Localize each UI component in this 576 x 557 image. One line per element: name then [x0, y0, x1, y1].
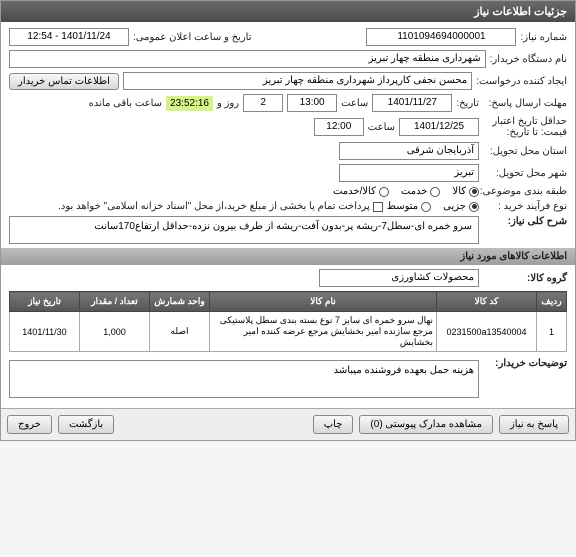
back-button[interactable]: بازگشت [58, 415, 114, 434]
purchase-medium-radio[interactable]: متوسط [387, 201, 431, 212]
cell-unit: اصله [150, 312, 210, 352]
purchase-partial-radio[interactable]: جزیی [443, 201, 479, 212]
need-description-value: سرو خمره ای-سطل7-ریشه پر-بدون آفت-ریشه ا… [9, 216, 479, 244]
reply-button[interactable]: پاسخ به نیاز [499, 415, 569, 434]
radio-off-icon [379, 187, 389, 197]
panel-title: جزئیات اطلاعات نیاز [1, 1, 575, 22]
cell-qty: 1,000 [80, 312, 150, 352]
reply-date-value: 1401/11/27 [372, 94, 452, 112]
buyer-org-label: نام دستگاه خریدار: [490, 54, 567, 65]
province-value: آذربایجان شرقی [339, 142, 479, 160]
reply-deadline-label: مهلت ارسال پاسخ: [483, 98, 567, 109]
time-label-2: ساعت [368, 122, 395, 133]
price-valid-time-value: 12:00 [314, 118, 364, 136]
col-code: کد کالا [437, 292, 537, 312]
col-date: تاریخ نیاز [10, 292, 80, 312]
buyer-org-value: شهرداری منطقه چهار تبریز [9, 50, 486, 68]
announce-datetime-label: تاریخ و ساعت اعلان عمومی: [133, 32, 252, 43]
reply-time-value: 13:00 [287, 94, 337, 112]
purchase-medium-label: متوسط [387, 201, 418, 212]
need-details-panel: جزئیات اطلاعات نیاز شماره نیاز: 11010946… [0, 0, 576, 441]
announce-datetime-value: 1401/11/24 - 12:54 [9, 28, 129, 46]
radio-on-icon [469, 202, 479, 212]
city-label: شهر محل تحویل: [483, 168, 567, 179]
col-qty: تعداد / مقدار [80, 292, 150, 312]
price-validity-label: حداقل تاریخ اعتبار قیمت: تا تاریخ: [483, 116, 567, 138]
contact-buyer-button[interactable]: اطلاعات تماس خریدار [9, 73, 119, 90]
purchase-type-radio-group: جزیی متوسط [387, 201, 479, 212]
buyer-note-value: هزینه حمل بعهده فروشنده میباشد [9, 360, 479, 398]
goods-table: ردیف کد کالا نام کالا واحد شمارش تعداد /… [9, 291, 567, 352]
province-label: استان محل تحویل: [483, 146, 567, 157]
price-validity-label-line1: حداقل تاریخ اعتبار [492, 116, 567, 127]
time-label-1: ساعت [341, 98, 368, 109]
price-valid-date-value: 1401/12/25 [399, 118, 479, 136]
cell-code: 0231500a13540004 [437, 312, 537, 352]
category-goods-service-radio[interactable]: کالا/خدمت [333, 186, 389, 197]
col-index: ردیف [537, 292, 567, 312]
col-name: نام کالا [210, 292, 437, 312]
table-row[interactable]: 1 0231500a13540004 نهال سرو خمره ای سایز… [10, 312, 567, 352]
cell-date: 1401/11/30 [10, 312, 80, 352]
category-goods-label: کالا [452, 186, 466, 197]
attachments-button[interactable]: مشاهده مدارک پیوستی (0) [359, 415, 493, 434]
category-radio-group: کالا خدمت کالا/خدمت [333, 186, 479, 197]
date-label: تاریخ: [456, 98, 479, 109]
radio-on-icon [469, 187, 479, 197]
city-value: تبریز [339, 164, 479, 182]
purchase-partial-label: جزیی [443, 201, 466, 212]
remaining-time-value: 23:52:16 [166, 96, 213, 111]
category-service-label: خدمت [401, 186, 428, 197]
col-unit: واحد شمارش [150, 292, 210, 312]
panel-body: شماره نیاز: 1101094694000001 تاریخ و ساع… [1, 22, 575, 408]
payment-note-label: پرداخت تمام یا بخشی از مبلغ خرید،از محل … [58, 201, 370, 212]
cell-index: 1 [537, 312, 567, 352]
category-goods-service-label: کالا/خدمت [333, 186, 376, 197]
days-value: 2 [243, 94, 283, 112]
requester-label: ایجاد کننده درخواست: [476, 76, 567, 87]
need-description-label: شرح کلی نیاز: [483, 216, 567, 227]
cell-name: نهال سرو خمره ای سایز 7 نوع بسته بندی سط… [210, 312, 437, 352]
radio-off-icon [421, 202, 431, 212]
remaining-label: ساعت باقی مانده [89, 98, 162, 109]
table-header-row: ردیف کد کالا نام کالا واحد شمارش تعداد /… [10, 292, 567, 312]
goods-group-value: محصولات کشاورزی [319, 269, 479, 287]
category-service-radio[interactable]: خدمت [401, 186, 441, 197]
category-label: طبقه بندی موضوعی: [483, 186, 567, 197]
goods-section-header: اطلاعات کالاهای مورد نیاز [1, 248, 575, 265]
print-button[interactable]: چاپ [313, 415, 354, 434]
buyer-note-label: توضیحات خریدار: [483, 358, 567, 369]
payment-note-checkbox[interactable]: پرداخت تمام یا بخشی از مبلغ خرید،از محل … [58, 201, 383, 212]
checkbox-icon [373, 202, 383, 212]
price-validity-label-line2: قیمت: تا تاریخ: [507, 127, 567, 138]
need-number-label: شماره نیاز: [520, 32, 567, 43]
requester-value: محسن نجفی کارپرداز شهرداری منطقه چهار تب… [123, 72, 472, 90]
footer-toolbar: پاسخ به نیاز مشاهده مدارک پیوستی (0) چاپ… [1, 408, 575, 440]
radio-off-icon [430, 187, 440, 197]
goods-group-label: گروه کالا: [483, 273, 567, 284]
category-goods-radio[interactable]: کالا [452, 186, 479, 197]
need-number-value: 1101094694000001 [366, 28, 516, 46]
purchase-type-label: نوع فرآیند خرید : [483, 201, 567, 212]
days-and-label: روز و [217, 98, 239, 109]
exit-button[interactable]: خروج [7, 415, 52, 434]
